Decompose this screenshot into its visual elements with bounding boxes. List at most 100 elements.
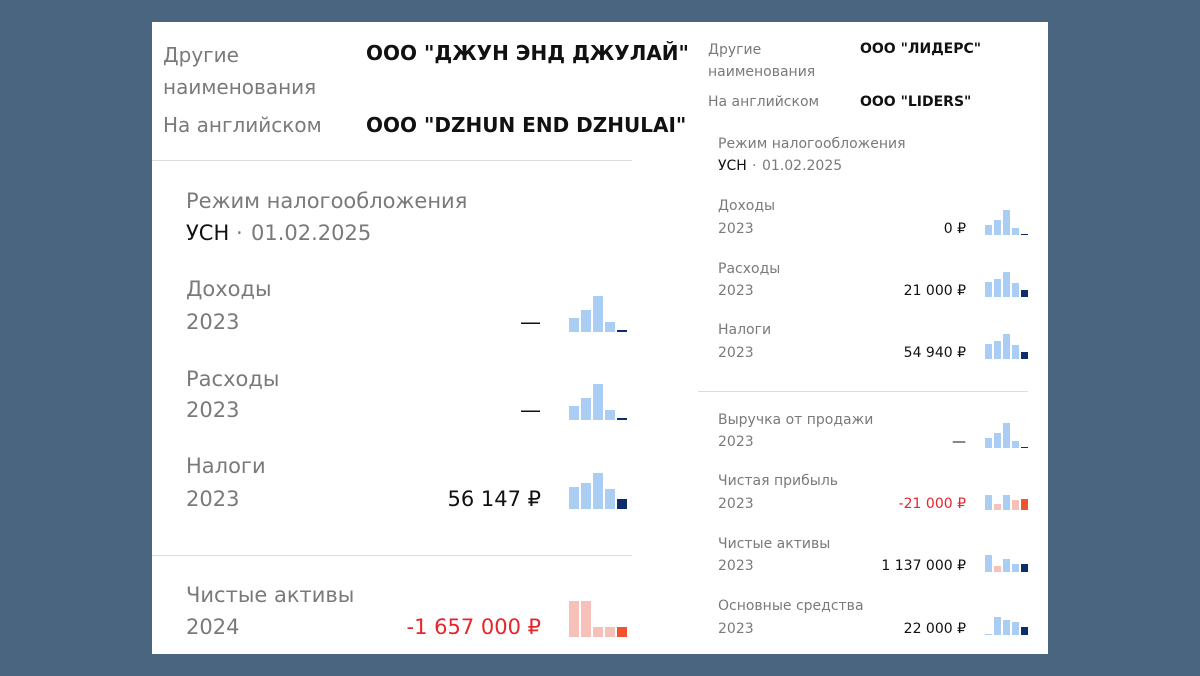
sparkline-bar <box>569 318 579 332</box>
row-label: Налоги <box>718 321 772 338</box>
row-year: 2023 <box>718 495 754 512</box>
sparkline-bar <box>985 343 992 359</box>
row-value: 21 000 ₽ <box>903 282 966 299</box>
sparkline-bar <box>1021 290 1028 297</box>
row-label: Доходы <box>186 277 272 302</box>
sparkline-bar <box>1012 228 1019 235</box>
divider <box>152 160 632 161</box>
sparkline-bar <box>569 601 579 637</box>
company-name: ООО "DZHUN END DZHULAI" <box>366 113 687 137</box>
tax-date: 01.02.2025 <box>251 221 372 246</box>
label: Другие наименования <box>163 43 317 99</box>
row-label: Чистая прибыль <box>718 472 839 489</box>
sparkline-bar <box>581 310 591 332</box>
separator: · <box>752 157 757 174</box>
panel: Другие наименования ООО "ДЖУН ЭНД ДЖУЛАЙ"… <box>152 22 1048 654</box>
sparkline-bar <box>569 406 579 420</box>
sparkline-bar <box>1003 271 1010 297</box>
sparkline-bar <box>1003 209 1010 235</box>
sparkline-bar <box>1012 441 1019 448</box>
sparkline-bar <box>581 483 591 509</box>
tax-date: 01.02.2025 <box>762 157 843 174</box>
row-label: Налоги <box>186 454 266 479</box>
row-value: 1 137 000 ₽ <box>881 557 966 574</box>
row-value: 0 ₽ <box>943 220 966 237</box>
company-name: ООО "ДЖУН ЭНД ДЖУЛАЙ" <box>366 41 689 65</box>
sparkline-bar <box>605 322 615 332</box>
row-year: 2024 <box>186 615 240 640</box>
sparkline-bar <box>1003 559 1010 572</box>
sparkline-bar <box>1021 563 1028 572</box>
row-label: Расходы <box>186 367 280 392</box>
sparkline-bar <box>985 494 992 510</box>
row-value: 22 000 ₽ <box>903 620 966 637</box>
separator: · <box>236 221 243 246</box>
sparkline-bar <box>1012 500 1019 510</box>
row-label: Чистые активы <box>718 535 831 552</box>
divider <box>698 391 1028 392</box>
sparkline-bar <box>994 278 1001 297</box>
sparkline-bar <box>1021 626 1028 635</box>
sparkline-bar <box>985 281 992 297</box>
sparkline-bar <box>985 555 992 572</box>
sparkline-bar <box>1012 622 1019 635</box>
row-value: 54 940 ₽ <box>903 344 966 361</box>
sparkline-bar <box>1021 352 1028 359</box>
row-value: — <box>520 398 541 423</box>
sparkline-bar <box>605 489 615 509</box>
sparkline-bar <box>1003 494 1010 510</box>
sparkline-bar <box>985 633 992 635</box>
sparkline-bar <box>617 627 627 637</box>
row-value: 56 147 ₽ <box>447 487 541 512</box>
row-year: 2023 <box>718 344 754 361</box>
sparkline-bar <box>994 340 1001 359</box>
sparkline-bar <box>994 616 1001 635</box>
row-year: 2023 <box>718 282 754 299</box>
sparkline-bar <box>1003 619 1010 635</box>
sparkline-bar <box>985 438 992 448</box>
row-label: Доходы <box>718 197 776 214</box>
sparkline-bar <box>617 499 627 509</box>
tax-label: Режим налогообложения <box>186 189 468 214</box>
sparkline-bar <box>994 432 1001 448</box>
row-year: 2023 <box>186 310 240 335</box>
company-name: ООО "LIDERS" <box>860 93 972 110</box>
sparkline-bar <box>1012 345 1019 359</box>
sparkline-bar <box>617 418 627 420</box>
sparkline-bar <box>1021 446 1028 448</box>
sparkline-bar <box>1003 333 1010 359</box>
sparkline-bar <box>581 601 591 637</box>
sparkline-bar <box>605 410 615 420</box>
tax-label: Режим налогообложения <box>718 135 906 152</box>
row-label: Чистые активы <box>186 583 355 608</box>
row-year: 2023 <box>718 620 754 637</box>
sparkline-bar <box>994 219 1001 235</box>
sparkline-bar <box>605 627 615 637</box>
row-year: 2023 <box>186 398 240 423</box>
row-value: -1 657 000 ₽ <box>406 615 542 640</box>
row-year: 2023 <box>186 487 240 512</box>
row-value: -21 000 ₽ <box>898 495 966 512</box>
sparkline-bar <box>994 566 1001 572</box>
label: На английском <box>163 113 322 137</box>
tax-regime: УСН <box>718 157 747 174</box>
row-value: — <box>520 310 541 335</box>
sparkline-bar <box>1012 563 1019 572</box>
sparkline-bar <box>593 473 603 509</box>
row-year: 2023 <box>718 557 754 574</box>
sparkline-bar <box>1003 422 1010 448</box>
row-value: — <box>952 433 966 450</box>
sparkline-bar <box>569 487 579 509</box>
tax-regime: УСН <box>186 221 230 246</box>
label: На английском <box>708 93 820 110</box>
company-name: ООО "ЛИДЕРС" <box>860 40 982 57</box>
sparkline-bar <box>1021 233 1028 235</box>
sparkline-bar <box>994 504 1001 510</box>
sparkline-bar <box>593 384 603 420</box>
sparkline-bar <box>593 296 603 332</box>
row-label: Основные средства <box>718 597 864 614</box>
row-label: Расходы <box>718 260 781 277</box>
divider <box>152 555 632 556</box>
sparkline-bar <box>617 330 627 332</box>
label: Другие наименования <box>708 42 816 80</box>
